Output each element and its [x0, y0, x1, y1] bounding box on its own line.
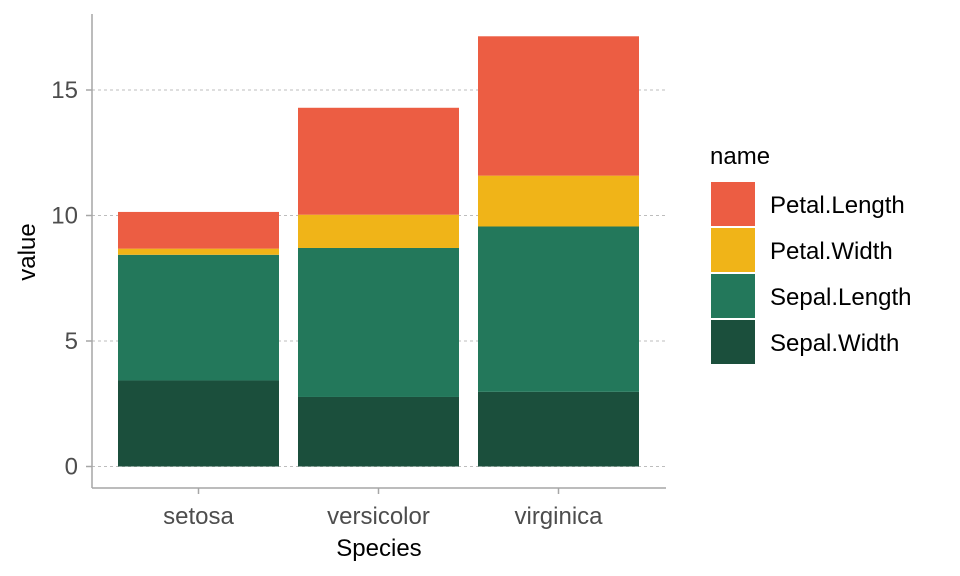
x-tick-label-virginica: virginica — [514, 503, 603, 530]
legend-items: Petal.Length Petal.Width Sepal.Length Sepal… — [711, 182, 911, 364]
legend-item-sepal-width: Sepal.Width — [711, 320, 899, 364]
legend: name Petal.Length Petal.Width Sepal.Length… — [710, 143, 911, 364]
legend-label: Petal.Width — [770, 238, 893, 265]
bar-stack-versicolor — [298, 107, 459, 467]
bar-segment-virginica-petal-width — [478, 175, 639, 227]
legend-item-petal-width: Petal.Width — [711, 228, 893, 272]
bar-segment-setosa-sepal-width — [118, 380, 279, 467]
x-tick-label-versicolor: versicolor — [327, 503, 430, 530]
legend-swatch — [711, 182, 755, 226]
bar-segment-virginica-sepal-width — [478, 391, 639, 467]
bar-segment-versicolor-sepal-length — [298, 247, 459, 397]
legend-item-sepal-length: Sepal.Length — [711, 274, 911, 318]
legend-item-petal-length: Petal.Length — [711, 182, 905, 226]
legend-swatch — [711, 228, 755, 272]
y-tick-label: 15 — [51, 77, 78, 104]
y-tick-label: 0 — [65, 454, 78, 481]
bar-segment-versicolor-petal-length — [298, 107, 459, 215]
bar-segment-setosa-sepal-length — [118, 254, 279, 381]
legend-swatch — [711, 320, 755, 364]
bar-segment-virginica-sepal-length — [478, 226, 639, 392]
bars — [118, 36, 639, 467]
bar-segment-versicolor-sepal-width — [298, 396, 459, 467]
bar-segment-versicolor-petal-width — [298, 214, 459, 248]
legend-label: Sepal.Length — [770, 284, 911, 311]
bar-stack-virginica — [478, 36, 639, 467]
bar-segment-virginica-petal-length — [478, 36, 639, 176]
y-axis-title: value — [14, 223, 41, 280]
y-tick-label: 5 — [65, 328, 78, 355]
legend-label: Sepal.Width — [770, 330, 899, 357]
y-axis-ticks: 0 5 10 15 — [51, 77, 92, 481]
legend-swatch — [711, 274, 755, 318]
x-axis-title: Species — [336, 535, 421, 562]
y-tick-label: 10 — [51, 203, 78, 230]
bar-stack-setosa — [118, 211, 279, 467]
x-axis-ticks: setosa versicolor virginica — [163, 488, 603, 530]
x-tick-label-setosa: setosa — [163, 503, 234, 530]
bar-segment-setosa-petal-width — [118, 248, 279, 255]
bar-segment-setosa-petal-length — [118, 211, 279, 249]
legend-label: Petal.Length — [770, 192, 905, 219]
legend-title: name — [710, 143, 770, 170]
